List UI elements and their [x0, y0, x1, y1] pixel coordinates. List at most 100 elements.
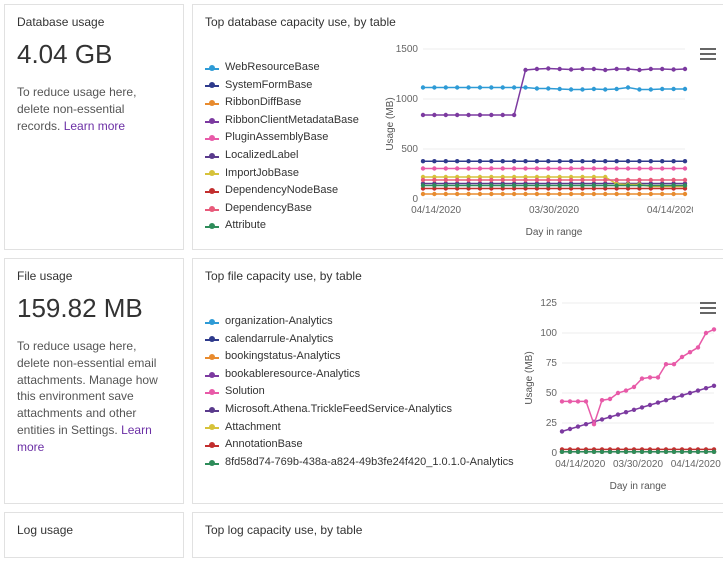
card-title: Log usage — [17, 523, 171, 537]
legend-item[interactable]: Microsoft.Athena.TrickleFeedService-Anal… — [205, 401, 514, 419]
legend-label: PluginAssemblyBase — [225, 129, 328, 147]
chart-legend: WebResourceBaseSystemFormBaseRibbonDiffB… — [205, 39, 375, 239]
legend-item[interactable]: PluginAssemblyBase — [205, 129, 375, 147]
legend-swatch-icon — [205, 335, 219, 343]
legend-label: AnnotationBase — [225, 436, 303, 454]
card-title: Top file capacity use, by table — [205, 269, 722, 283]
legend-item[interactable]: bookableresource-Analytics — [205, 366, 514, 384]
svg-text:1500: 1500 — [396, 44, 419, 55]
card-title: Top log capacity use, by table — [205, 523, 722, 537]
legend-label: WebResourceBase — [225, 59, 320, 77]
legend-item[interactable]: RibbonDiffBase — [205, 94, 375, 112]
card-title: Top database capacity use, by table — [205, 15, 722, 29]
svg-text:25: 25 — [546, 418, 558, 429]
chart-menu-icon[interactable] — [700, 45, 716, 63]
legend-item[interactable]: 8fd58d74-769b-438a-a824-49b3fe24f420_1.0… — [205, 454, 514, 472]
svg-text:1000: 1000 — [396, 94, 419, 105]
svg-text:04/14/2020: 04/14/2020 — [647, 205, 693, 216]
legend-item[interactable]: DependencyNodeBase — [205, 182, 375, 200]
legend-swatch-icon — [205, 423, 219, 431]
svg-text:0: 0 — [412, 194, 418, 205]
legend-swatch-icon — [205, 187, 219, 195]
svg-text:04/14/2020: 04/14/2020 — [555, 459, 605, 470]
legend-swatch-icon — [205, 388, 219, 396]
svg-text:500: 500 — [401, 144, 418, 155]
svg-text:Day in range: Day in range — [526, 227, 583, 238]
svg-text:04/14/2020: 04/14/2020 — [411, 205, 461, 216]
legend-label: calendarrule-Analytics — [225, 331, 333, 349]
legend-item[interactable]: Attachment — [205, 419, 514, 437]
legend-label: Attachment — [225, 419, 281, 437]
log-usage-card: Log usage — [4, 512, 184, 558]
svg-text:Usage (MB): Usage (MB) — [385, 97, 396, 150]
legend-label: DependencyNodeBase — [225, 182, 338, 200]
legend-item[interactable]: AnnotationBase — [205, 436, 514, 454]
legend-swatch-icon — [205, 134, 219, 142]
learn-more-link[interactable]: Learn more — [64, 119, 125, 133]
top-database-capacity-card: Top database capacity use, by table WebR… — [192, 4, 723, 250]
legend-swatch-icon — [205, 318, 219, 326]
legend-item[interactable]: Attribute — [205, 217, 375, 235]
svg-text:04/14/2020: 04/14/2020 — [670, 459, 720, 470]
legend-item[interactable]: calendarrule-Analytics — [205, 331, 514, 349]
legend-swatch-icon — [205, 353, 219, 361]
legend-label: Solution — [225, 383, 265, 401]
database-usage-card: Database usage 4.04 GB To reduce usage h… — [4, 4, 184, 250]
legend-item[interactable]: bookingstatus-Analytics — [205, 348, 514, 366]
legend-label: organization-Analytics — [225, 313, 333, 331]
legend-item[interactable]: WebResourceBase — [205, 59, 375, 77]
legend-label: DependencyBase — [225, 200, 312, 218]
card-title: File usage — [17, 269, 171, 283]
file-usage-card: File usage 159.82 MB To reduce usage her… — [4, 258, 184, 504]
database-usage-desc: To reduce usage here, delete non-essenti… — [17, 84, 171, 134]
svg-text:0: 0 — [551, 448, 557, 459]
svg-text:50: 50 — [546, 388, 558, 399]
legend-label: SystemFormBase — [225, 77, 312, 95]
legend-label: bookableresource-Analytics — [225, 366, 360, 384]
legend-swatch-icon — [205, 81, 219, 89]
svg-text:03/30/2020: 03/30/2020 — [529, 205, 579, 216]
legend-label: Attribute — [225, 217, 266, 235]
legend-swatch-icon — [205, 117, 219, 125]
legend-label: RibbonDiffBase — [225, 94, 301, 112]
database-chart: 0 500 1000 1500 04/14/2020 03/30/2020 04/14/20… — [383, 39, 693, 239]
legend-item[interactable]: RibbonClientMetadataBase — [205, 112, 375, 130]
legend-swatch-icon — [205, 441, 219, 449]
legend-swatch-icon — [205, 371, 219, 379]
legend-label: RibbonClientMetadataBase — [225, 112, 359, 130]
legend-item[interactable]: organization-Analytics — [205, 313, 514, 331]
legend-item[interactable]: LocalizedLabel — [205, 147, 375, 165]
svg-text:03/30/2020: 03/30/2020 — [613, 459, 663, 470]
svg-text:125: 125 — [540, 298, 557, 309]
legend-swatch-icon — [205, 99, 219, 107]
legend-swatch-icon — [205, 459, 219, 467]
legend-label: Microsoft.Athena.TrickleFeedService-Anal… — [225, 401, 452, 419]
chart-legend: organization-Analyticscalendarrule-Analy… — [205, 293, 514, 493]
top-log-capacity-card: Top log capacity use, by table — [192, 512, 723, 558]
svg-text:100: 100 — [540, 328, 557, 339]
legend-swatch-icon — [205, 152, 219, 160]
svg-text:Usage (MB): Usage (MB) — [524, 351, 535, 404]
legend-swatch-icon — [205, 169, 219, 177]
chart-menu-icon[interactable] — [700, 299, 716, 317]
legend-label: LocalizedLabel — [225, 147, 298, 165]
svg-text:75: 75 — [546, 358, 558, 369]
legend-item[interactable]: DependencyBase — [205, 200, 375, 218]
legend-item[interactable]: SystemFormBase — [205, 77, 375, 95]
legend-swatch-icon — [205, 222, 219, 230]
legend-item[interactable]: ImportJobBase — [205, 165, 375, 183]
file-usage-value: 159.82 MB — [17, 293, 171, 324]
legend-swatch-icon — [205, 205, 219, 213]
legend-swatch-icon — [205, 64, 219, 72]
legend-label: bookingstatus-Analytics — [225, 348, 341, 366]
legend-label: ImportJobBase — [225, 165, 299, 183]
legend-label: 8fd58d74-769b-438a-a824-49b3fe24f420_1.0… — [225, 454, 514, 472]
top-file-capacity-card: Top file capacity use, by table organiza… — [192, 258, 723, 504]
file-chart: 0 25 50 75 100 125 04/14/2020 03/30/2020 04/14/2… — [522, 293, 722, 493]
database-usage-value: 4.04 GB — [17, 39, 171, 70]
legend-swatch-icon — [205, 406, 219, 414]
svg-text:Day in range: Day in range — [609, 481, 666, 492]
file-usage-desc: To reduce usage here, delete non-essenti… — [17, 338, 171, 456]
card-title: Database usage — [17, 15, 171, 29]
legend-item[interactable]: Solution — [205, 383, 514, 401]
